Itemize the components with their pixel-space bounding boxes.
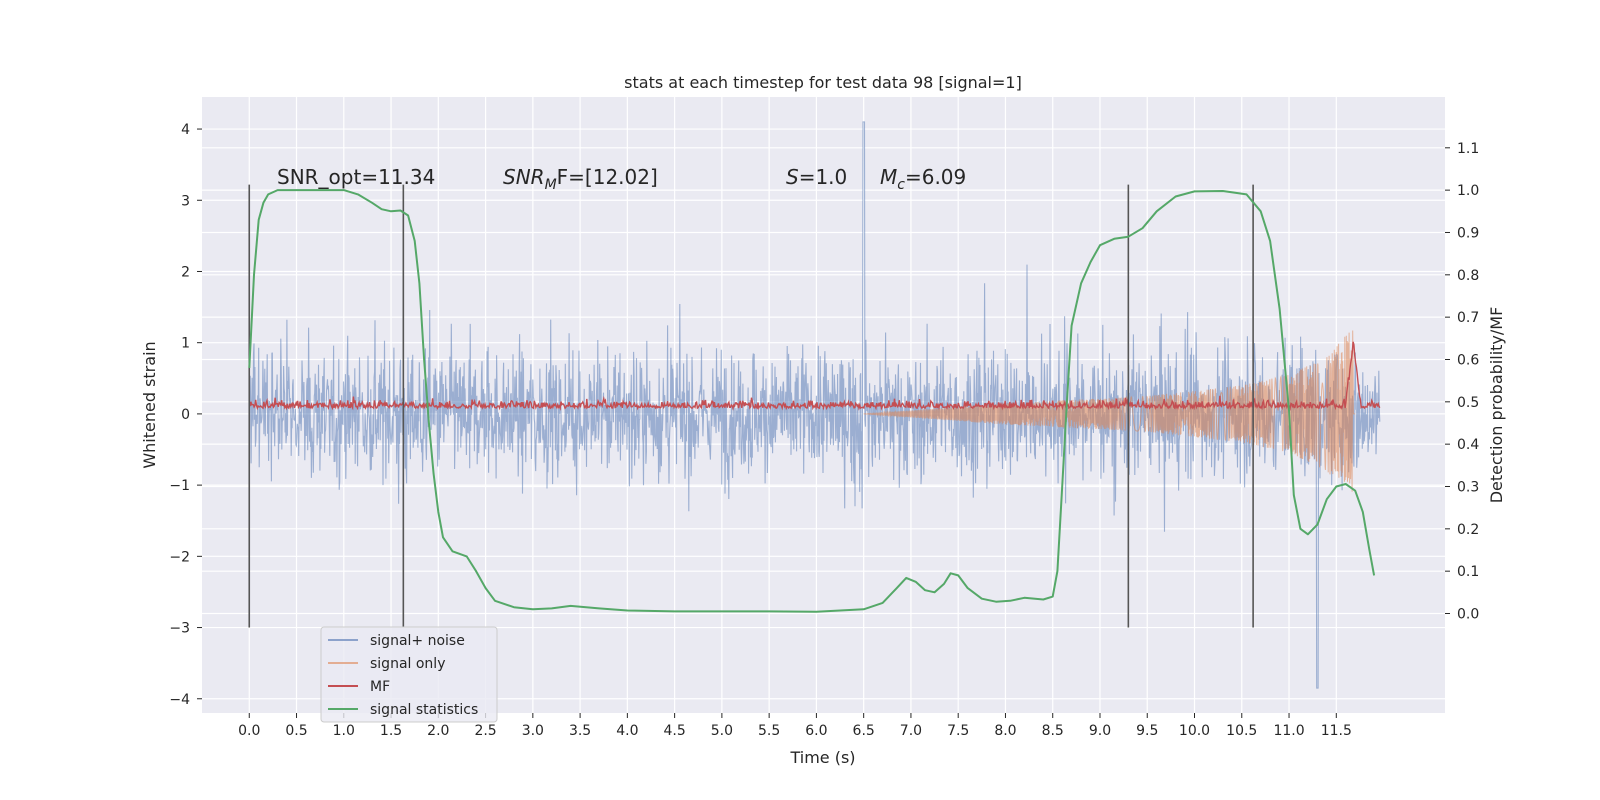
snr-mf-subscript: M bbox=[545, 177, 557, 193]
y-tick-label: 0 bbox=[181, 407, 190, 423]
series-signal-statistics bbox=[248, 189, 1376, 613]
x-tick-label: 8.5 bbox=[1042, 723, 1064, 739]
annotation-snr-mf: SNRMF=[12.02] bbox=[503, 165, 658, 193]
x-tick-label: 4.0 bbox=[616, 723, 638, 739]
x-tick-label: 6.5 bbox=[853, 723, 875, 739]
x-tick-label: 1.5 bbox=[380, 723, 402, 739]
x-tick-label: 7.0 bbox=[900, 723, 922, 739]
snr-mf-symbol: SNR bbox=[503, 165, 545, 189]
snr-mf-value: F=[12.02] bbox=[557, 165, 658, 189]
series-signal-only bbox=[863, 330, 1356, 492]
y-tick-label: −3 bbox=[169, 621, 190, 637]
y-tick-label: −2 bbox=[169, 549, 190, 565]
x-tick-label: 3.5 bbox=[569, 723, 591, 739]
y2-tick-label: 0.7 bbox=[1457, 310, 1479, 326]
tick-labels: 0.0 0.5 1.0 1.5 2.0 2.5 3.0 3.5 4.0 4.5 5.0 5.5 6.0 6… bbox=[169, 122, 1479, 739]
y-tick-label: 2 bbox=[181, 264, 190, 280]
y2-tick-label: 0.9 bbox=[1457, 225, 1479, 241]
x-tick-label: 9.5 bbox=[1136, 723, 1158, 739]
mc-subscript: c bbox=[897, 177, 905, 193]
x-tick-label: 0.5 bbox=[285, 723, 307, 739]
annotation-s: S=1.0 bbox=[786, 165, 847, 189]
legend-label-signal-noise: signal+ noise bbox=[370, 633, 465, 649]
x-tick-label: 6.0 bbox=[805, 723, 827, 739]
detection-window-lines bbox=[248, 184, 1376, 628]
y2-tick-label: 0.2 bbox=[1457, 522, 1479, 538]
y2-tick-label: 0.4 bbox=[1457, 437, 1479, 453]
s-symbol: S bbox=[786, 165, 799, 189]
x-axis-label: Time (s) bbox=[789, 748, 855, 767]
annotation-mc: Mc=6.09 bbox=[880, 165, 966, 193]
x-tick-label: 10.5 bbox=[1226, 723, 1257, 739]
y-axis-label: Whitened strain bbox=[140, 341, 159, 468]
x-tick-label: 0.0 bbox=[238, 723, 260, 739]
mc-value: =6.09 bbox=[905, 165, 966, 189]
y-tick-label: −1 bbox=[169, 478, 190, 494]
y2-tick-label: 0.6 bbox=[1457, 352, 1479, 368]
y2-tick-label: 0.3 bbox=[1457, 479, 1479, 495]
x-tick-label: 3.0 bbox=[522, 723, 544, 739]
x-tick-label: 2.0 bbox=[427, 723, 449, 739]
x-tick-label: 8.0 bbox=[994, 723, 1016, 739]
y-tick-label: 4 bbox=[181, 122, 190, 138]
x-tick-label: 7.5 bbox=[947, 723, 969, 739]
legend-label-mf: MF bbox=[370, 679, 390, 695]
y-tick-label: −4 bbox=[169, 692, 190, 708]
y2-tick-label: 0.5 bbox=[1457, 395, 1479, 411]
x-tick-label: 9.0 bbox=[1089, 723, 1111, 739]
chart-title: stats at each timestep for test data 98 … bbox=[624, 73, 1022, 92]
x-tick-label: 2.5 bbox=[474, 723, 496, 739]
legend: signal+ noise signal only MF signal stat… bbox=[320, 626, 498, 723]
x-tick-label: 5.5 bbox=[758, 723, 780, 739]
legend-label-signal-only: signal only bbox=[370, 656, 445, 672]
legend-label-signal-statistics: signal statistics bbox=[370, 702, 478, 718]
y2-axis-label: Detection probability/MF bbox=[1487, 307, 1506, 504]
y-tick-label: 1 bbox=[181, 336, 190, 352]
y2-tick-label: 0.8 bbox=[1457, 268, 1479, 284]
annotation-snr-opt: SNR_opt=11.34 bbox=[277, 165, 435, 189]
x-tick-label: 4.5 bbox=[663, 723, 685, 739]
y-tick-label: 3 bbox=[181, 193, 190, 209]
y2-tick-label: 0.1 bbox=[1457, 564, 1479, 580]
series-signal-noise bbox=[248, 121, 1381, 689]
s-value: =1.0 bbox=[799, 165, 848, 189]
legend-box bbox=[320, 626, 498, 723]
mc-symbol: M bbox=[880, 165, 897, 189]
x-tick-label: 11.0 bbox=[1273, 723, 1304, 739]
series-mf bbox=[248, 341, 1381, 411]
y2-tick-label: 1.0 bbox=[1457, 183, 1479, 199]
y2-tick-label: 0.0 bbox=[1457, 607, 1479, 623]
data-layer bbox=[248, 121, 1381, 689]
x-tick-label: 1.0 bbox=[333, 723, 355, 739]
x-tick-label: 5.0 bbox=[711, 723, 733, 739]
x-tick-label: 11.5 bbox=[1321, 723, 1352, 739]
y2-tick-label: 1.1 bbox=[1457, 141, 1479, 157]
x-tick-label: 10.0 bbox=[1179, 723, 1210, 739]
